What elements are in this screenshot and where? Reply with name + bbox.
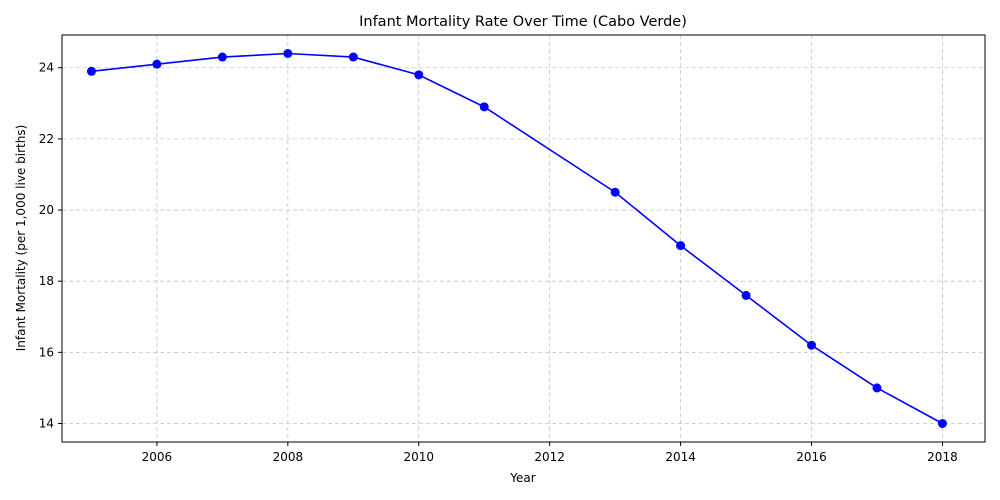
x-tick-label: 2016 [796,450,827,464]
x-tick-label: 2012 [534,450,565,464]
x-tick-label: 2014 [665,450,696,464]
y-tick-label: 18 [39,274,54,288]
y-axis-title: Infant Mortality (per 1,000 live births) [14,125,28,352]
x-tick-label: 2006 [142,450,173,464]
data-point[interactable] [479,102,489,112]
series-layer [86,49,947,428]
y-tick-label: 16 [39,345,54,359]
y-tick-label: 14 [39,417,54,431]
axes: 2006 2008 2010 2012 2014 2016 2018 14 16 18 20 22 24 [39,34,986,464]
y-tick-label: 24 [39,61,54,75]
data-point[interactable] [283,49,293,58]
data-point[interactable] [348,52,358,62]
x-axis-title: Year [509,471,535,485]
y-tick-label: 20 [39,203,54,217]
chart-title: Infant Mortality Rate Over Time (Cabo Ve… [359,14,687,30]
x-tick-label: 2018 [927,450,958,464]
data-point[interactable] [872,383,882,393]
data-point[interactable] [610,187,620,197]
data-point[interactable] [937,419,947,428]
data-point[interactable] [741,290,751,300]
data-point[interactable] [152,59,162,69]
plot-frame [61,34,986,443]
data-point[interactable] [86,66,96,76]
grid [62,35,985,442]
data-point[interactable] [676,241,686,251]
data-point[interactable] [217,52,227,62]
data-point[interactable] [414,70,424,80]
y-tick-label: 22 [39,132,54,146]
series-line [91,52,943,425]
data-point[interactable] [807,340,817,350]
x-tick-label: 2008 [273,450,304,464]
x-tick-label: 2010 [403,450,434,464]
